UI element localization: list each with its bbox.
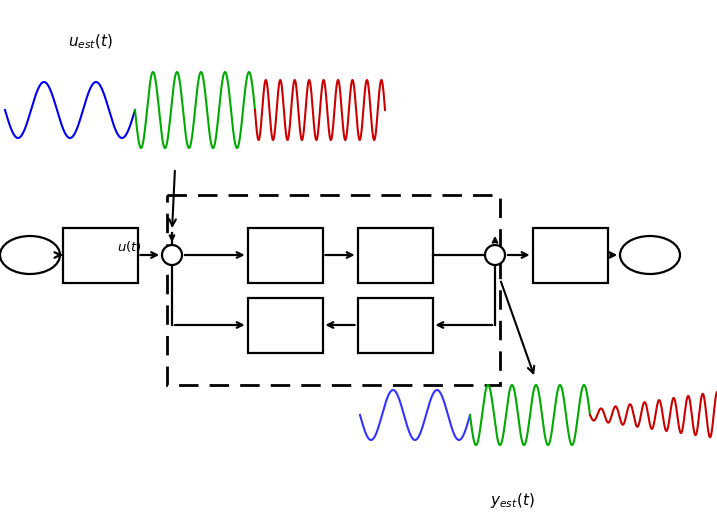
Bar: [62, 227, 138, 282]
Circle shape: [485, 245, 505, 265]
Bar: [247, 227, 323, 282]
Text: $y_{est}(t)$: $y_{est}(t)$: [490, 491, 535, 509]
Circle shape: [162, 245, 182, 265]
Bar: [358, 227, 432, 282]
Bar: [247, 297, 323, 353]
Bar: [358, 297, 432, 353]
Bar: [533, 227, 607, 282]
Bar: [167, 195, 500, 385]
Text: $u_{est}(t)$: $u_{est}(t)$: [68, 33, 113, 51]
Ellipse shape: [0, 236, 60, 274]
Ellipse shape: [620, 236, 680, 274]
Text: $u(t)$: $u(t)$: [117, 239, 142, 254]
